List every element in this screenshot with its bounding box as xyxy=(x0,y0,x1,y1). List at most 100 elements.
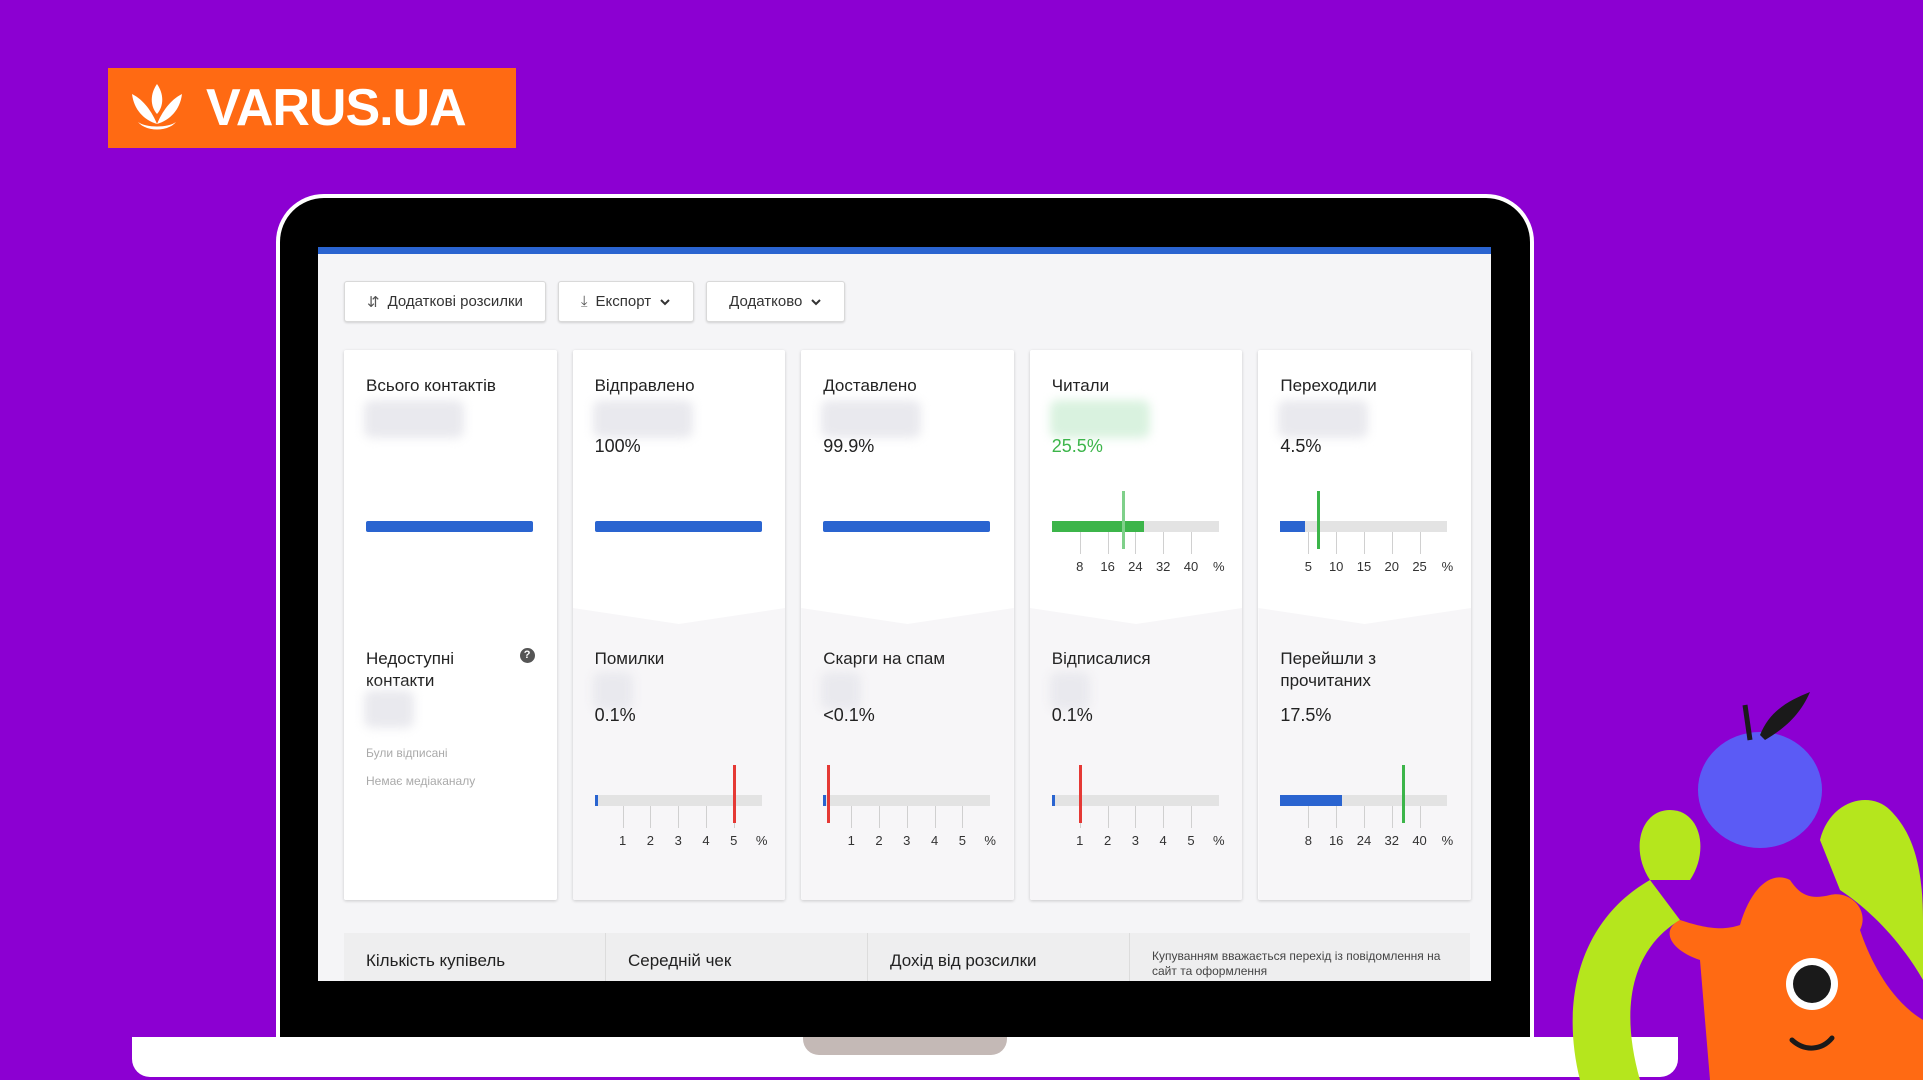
scale-tick-label: 40 xyxy=(1183,559,1199,574)
scale-fill xyxy=(594,795,598,806)
scale-track xyxy=(1051,795,1219,806)
additional-mailings-button[interactable]: ⇵ Додаткові розсилки xyxy=(344,281,546,322)
scale-tick xyxy=(1391,806,1393,828)
blurred-value xyxy=(1278,400,1369,438)
unsubscribed-label: Були відписані xyxy=(366,746,448,760)
more-button[interactable]: Додатково xyxy=(706,281,846,322)
card-sent: Відправлено 100% Помилки 0.1% 1 2 3 4 5% xyxy=(572,350,786,900)
progress-bar xyxy=(366,521,533,532)
scale-tick-label: 4 xyxy=(1159,833,1167,848)
card-title: Всього контактів xyxy=(366,376,496,395)
scale-tick-label: 5 xyxy=(730,833,738,848)
card-lower-title: Відписалися xyxy=(1051,649,1151,668)
scale-tick-label: 2 xyxy=(875,833,883,848)
card-lower-percent: 17.5% xyxy=(1280,705,1332,725)
screen-top-bar xyxy=(318,247,1491,254)
card-clicked: Переходили 4.5% 5 10 15 20 25% Перейшли з пр… xyxy=(1258,350,1471,900)
scale-tick-label: % xyxy=(1441,559,1454,574)
card-percent: 100% xyxy=(594,436,641,456)
scale-tick xyxy=(678,806,680,828)
scale-tick xyxy=(650,806,652,828)
card-title: Переходили xyxy=(1280,376,1377,395)
no-channel-label: Немає медіаканалу xyxy=(366,774,476,788)
scale-tick xyxy=(1308,532,1310,554)
export-label: Експорт xyxy=(595,293,652,310)
scale-tick xyxy=(878,806,880,828)
card-lower-title: Помилки xyxy=(594,649,665,668)
revenue-label: Дохід від розсилки xyxy=(868,933,1130,981)
scale-tick xyxy=(1363,532,1365,554)
blurred-value xyxy=(364,400,464,438)
blurred-value xyxy=(821,672,862,710)
scale-tick xyxy=(906,806,908,828)
scale-tick-label: 32 xyxy=(1155,559,1171,574)
scale-tick-label: 16 xyxy=(1328,833,1344,848)
export-button[interactable]: ⤓ Експорт xyxy=(557,281,695,322)
scale-tick-label: 1 xyxy=(847,833,855,848)
scale-marker xyxy=(1402,765,1406,823)
purchases-count-label: Кількість купівель xyxy=(344,933,606,981)
scale-tick xyxy=(1107,806,1109,828)
scale-tick xyxy=(1308,806,1310,828)
scale-tick-label: 24 xyxy=(1356,833,1372,848)
scale-tick xyxy=(851,806,853,828)
scale-fill xyxy=(1051,795,1055,806)
scale-fill xyxy=(1280,521,1306,532)
scale-tick xyxy=(1135,806,1137,828)
scale-tick xyxy=(622,806,624,828)
scale-marker xyxy=(826,765,830,823)
card-lower-title: Недоступні контакти xyxy=(366,649,455,690)
chevron-down-icon xyxy=(660,298,670,305)
scale-tick-label: 20 xyxy=(1384,559,1399,574)
varus-logo: VARUS.UA xyxy=(108,68,516,148)
scale-tick-label: 4 xyxy=(702,833,710,848)
card-title: Відправлено xyxy=(594,376,695,395)
dashboard-screen: ⇵ Додаткові розсилки ⤓ Експорт Додатково… xyxy=(318,247,1491,981)
scale-fill xyxy=(823,795,827,806)
scale-tick-label: 8 xyxy=(1304,833,1312,848)
scale-tick-label: 3 xyxy=(1131,833,1139,848)
scale-tick xyxy=(1363,806,1365,828)
scale-track xyxy=(823,795,991,806)
scale-tick xyxy=(1107,532,1109,554)
chevron-down-icon xyxy=(811,298,822,305)
laptop-notch xyxy=(803,1037,1007,1055)
card-percent: 99.9% xyxy=(823,436,875,456)
scale-tick xyxy=(1190,532,1192,554)
help-icon[interactable]: ? xyxy=(519,648,535,663)
scale-tick-label: % xyxy=(1441,833,1454,848)
scale-marker xyxy=(1121,491,1125,549)
scale: 1 2 3 4 5% xyxy=(594,765,767,865)
card-lower-title: Перейшли з прочитаних xyxy=(1280,649,1377,690)
card-lower-percent: <0.1% xyxy=(823,705,875,725)
scale-tick xyxy=(1163,806,1165,828)
additional-mailings-label: Додаткові розсилки xyxy=(387,293,523,310)
scale-tick-label: 25 xyxy=(1412,559,1427,574)
card-lower xyxy=(801,608,1014,900)
scale-tick-label: % xyxy=(755,833,768,848)
card-read: Читали 25.5% 8 16 24 32 40% Відписалися 0.1%… xyxy=(1029,350,1243,900)
scale-tick-label: % xyxy=(1213,559,1225,574)
scale-tick-label: 1 xyxy=(1076,833,1084,848)
toolbar: ⇵ Додаткові розсилки ⤓ Експорт Додатково xyxy=(318,254,1491,322)
card-delivered: Доставлено 99.9% Скарги на спам <0.1% 1 2… xyxy=(801,350,1014,900)
mascot-illustration xyxy=(1572,692,1923,1080)
scale-tick xyxy=(1419,532,1421,554)
scale-tick-label: 5 xyxy=(1304,559,1312,574)
stats-cards: Всього контактів Недоступні контакти ? Б… xyxy=(318,322,1491,900)
scale-tick-label: 8 xyxy=(1076,559,1084,574)
card-lower xyxy=(1258,608,1471,900)
scale-marker xyxy=(733,765,737,823)
leaf-logo-icon xyxy=(132,84,182,130)
scale-tick xyxy=(1163,532,1165,554)
scale-tick-label: 5 xyxy=(958,833,966,848)
scale-tick-label: 40 xyxy=(1412,833,1427,848)
blurred-value xyxy=(821,400,922,438)
scale-fill xyxy=(1051,521,1144,532)
blurred-value xyxy=(1049,400,1150,438)
scale-tick xyxy=(1135,532,1137,554)
scale-tick-label: % xyxy=(1213,833,1225,848)
scale-fill xyxy=(1280,795,1343,806)
card-lower xyxy=(1029,608,1243,900)
purchase-note: Купуванням вважається перехід із повідом… xyxy=(1152,949,1441,978)
